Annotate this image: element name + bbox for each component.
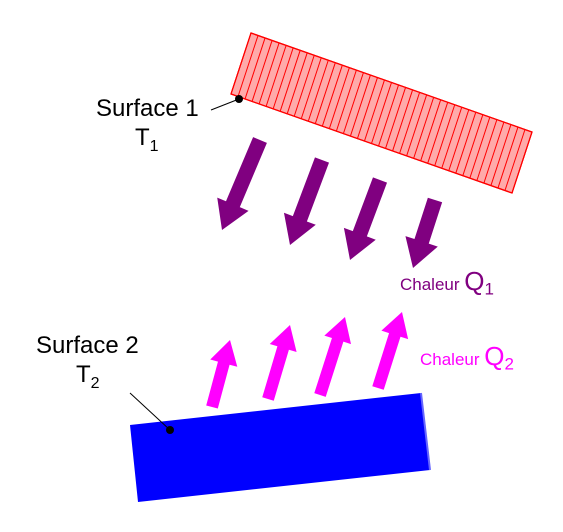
leader-line — [211, 99, 239, 110]
surface-2-rect — [130, 393, 430, 502]
label-q1-base: Q — [464, 266, 484, 296]
label-t1-sub: 1 — [150, 138, 159, 155]
label-chaleur-q2: Chaleur Q2 — [420, 342, 514, 374]
label-t1-base: T — [135, 124, 150, 151]
label-chaleur-q1: Chaleur Q1 — [400, 267, 494, 299]
leader-dot — [235, 95, 243, 103]
label-t2-sub: 2 — [91, 375, 100, 392]
label-q2-sub: 2 — [505, 354, 514, 373]
label-q2-base: Q — [484, 341, 504, 371]
label-q2-prefix: Chaleur — [420, 350, 484, 369]
label-t2-base: T — [76, 361, 91, 388]
leader-dot — [166, 426, 174, 434]
diagram-stage: Surface 1 T1 Surface 2 T2 Chaleur Q1 Cha… — [0, 0, 563, 532]
label-q1-prefix: Chaleur — [400, 275, 464, 294]
label-surface-1: Surface 1 — [96, 96, 199, 122]
label-q1-sub: 1 — [485, 279, 494, 298]
label-t2: T2 — [76, 362, 100, 392]
label-surface-2: Surface 2 — [36, 333, 139, 359]
label-t1: T1 — [135, 125, 159, 155]
